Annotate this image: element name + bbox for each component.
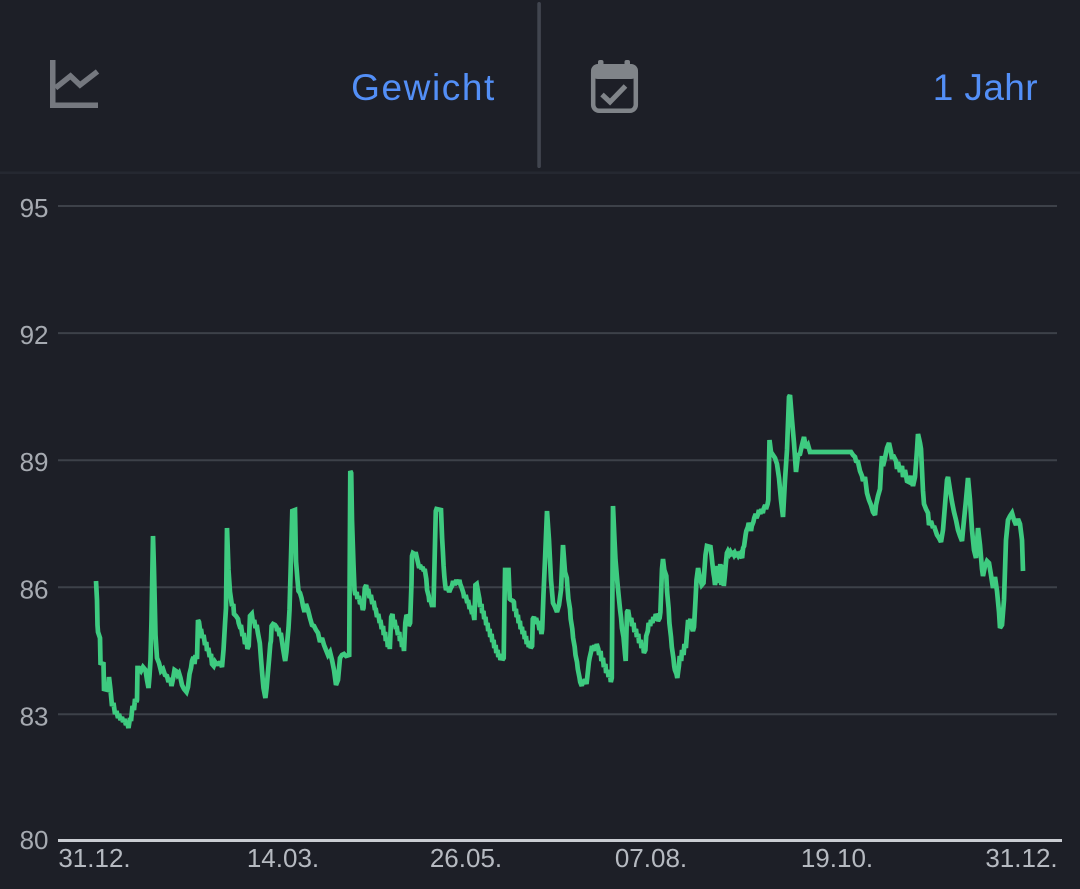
svg-text:83: 83 [20, 701, 49, 731]
svg-text:07.08.: 07.08. [615, 843, 687, 873]
svg-text:14.03.: 14.03. [247, 843, 319, 873]
svg-text:80: 80 [20, 825, 49, 855]
svg-text:31.12.: 31.12. [985, 843, 1057, 873]
svg-text:26.05.: 26.05. [430, 843, 502, 873]
svg-text:86: 86 [20, 574, 49, 604]
svg-text:19.10.: 19.10. [801, 843, 873, 873]
svg-text:95: 95 [20, 193, 49, 223]
svg-text:89: 89 [20, 447, 49, 477]
svg-text:31.12.: 31.12. [58, 843, 130, 873]
svg-text:92: 92 [20, 320, 49, 350]
